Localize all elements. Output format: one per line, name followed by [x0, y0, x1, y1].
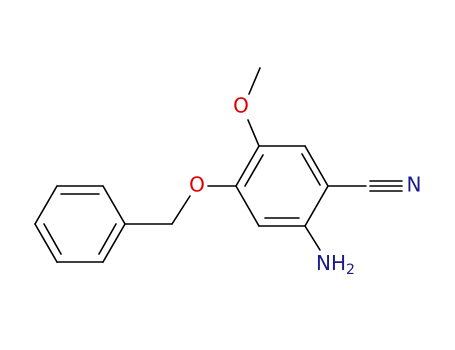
bond: [102, 185, 126, 225]
bond: [34, 185, 58, 225]
bond: [102, 223, 126, 263]
inner-bond: [244, 154, 264, 187]
bond: [247, 119, 260, 147]
atom-label-main: NH: [316, 251, 346, 275]
atom-label: O: [233, 94, 249, 118]
bond: [304, 225, 321, 251]
atom-label: O: [189, 173, 205, 197]
bond: [235, 145, 260, 187]
bond: [235, 185, 260, 227]
bond: [304, 185, 329, 227]
inner-bond: [98, 223, 117, 255]
bond: [304, 145, 329, 187]
bond: [34, 223, 58, 263]
bond: [171, 195, 191, 225]
atom-label-subscript: 2: [346, 262, 355, 278]
inner-bond: [301, 153, 321, 186]
atom-label: NH2: [316, 251, 355, 279]
inner-bond: [43, 223, 62, 255]
main-ring: [235, 145, 329, 227]
phenyl-ring: [34, 185, 126, 263]
bond: [248, 67, 261, 95]
atom-label: N: [407, 173, 422, 197]
